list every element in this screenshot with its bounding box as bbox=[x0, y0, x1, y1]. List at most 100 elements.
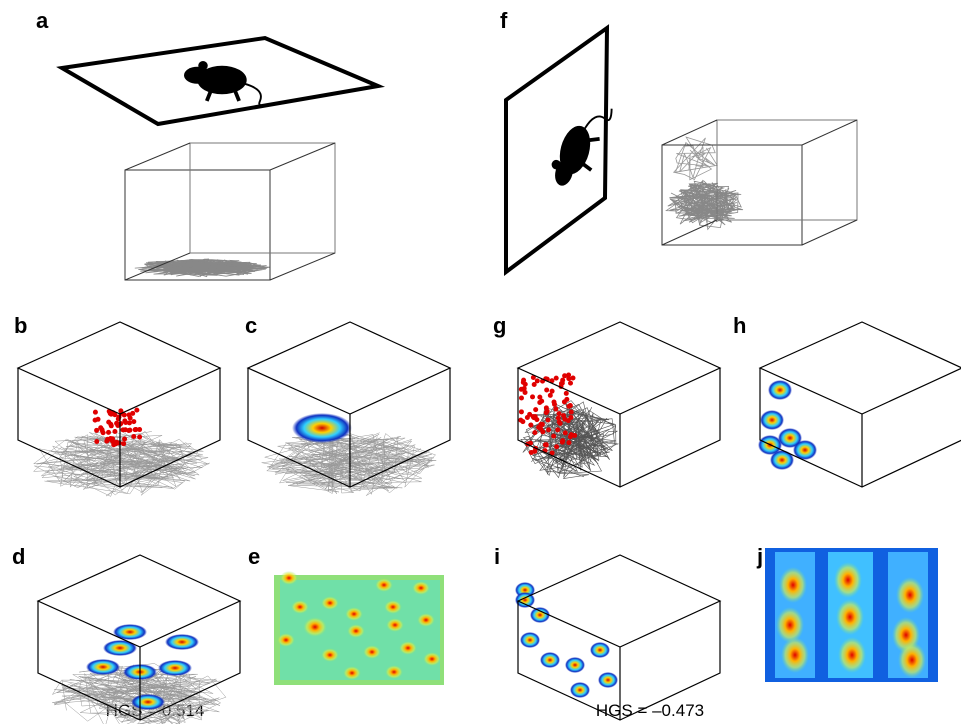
peak bbox=[280, 571, 298, 585]
rate-blob bbox=[793, 440, 817, 460]
cube-edge bbox=[189, 142, 336, 254]
spike bbox=[566, 440, 572, 446]
drawings bbox=[16, 119, 961, 724]
cube-edge bbox=[801, 219, 858, 246]
rate-blob bbox=[770, 450, 794, 470]
spike bbox=[537, 400, 543, 406]
peak bbox=[321, 596, 339, 610]
trajectory bbox=[54, 674, 220, 724]
rate-blob bbox=[520, 632, 540, 648]
rate-blob bbox=[570, 682, 590, 698]
rate-blob bbox=[565, 657, 585, 673]
spike bbox=[563, 390, 569, 396]
panel-label: i bbox=[494, 544, 500, 569]
rate-blob bbox=[530, 607, 550, 623]
spike bbox=[566, 372, 572, 378]
cube-edge bbox=[661, 219, 718, 246]
cube-edge bbox=[246, 321, 452, 415]
peak bbox=[898, 642, 926, 678]
cube-edge bbox=[516, 554, 722, 648]
rate-blob bbox=[131, 694, 165, 710]
peak bbox=[277, 633, 295, 647]
spike bbox=[534, 378, 540, 384]
peak bbox=[384, 600, 402, 614]
spike bbox=[530, 394, 536, 400]
panel-label: h bbox=[733, 313, 746, 338]
peak bbox=[321, 648, 339, 662]
spike bbox=[100, 430, 106, 436]
spike bbox=[555, 427, 561, 433]
cube-edge bbox=[16, 321, 222, 415]
spike bbox=[532, 430, 538, 436]
spike bbox=[549, 388, 555, 394]
peak bbox=[375, 578, 393, 592]
spike bbox=[554, 444, 560, 450]
spike bbox=[520, 379, 526, 385]
spike bbox=[553, 375, 559, 381]
spike bbox=[94, 439, 100, 445]
spike bbox=[572, 432, 578, 438]
trajectory bbox=[673, 181, 744, 223]
panel-label: a bbox=[36, 8, 49, 33]
score: HGS = –0.473 bbox=[596, 701, 704, 720]
rate-blob bbox=[778, 428, 802, 448]
peak bbox=[417, 613, 435, 627]
spike bbox=[126, 428, 132, 434]
spike bbox=[568, 409, 574, 415]
peak bbox=[343, 666, 361, 680]
cube-edge bbox=[661, 144, 803, 246]
peak bbox=[781, 637, 809, 673]
spike bbox=[131, 433, 137, 439]
cube-edge bbox=[124, 169, 271, 281]
spike bbox=[92, 409, 98, 415]
trajectory bbox=[38, 435, 196, 496]
spike bbox=[549, 450, 555, 456]
cube-edge bbox=[661, 119, 718, 146]
peak bbox=[386, 618, 404, 632]
spike bbox=[137, 434, 143, 440]
spike bbox=[568, 380, 574, 386]
spike bbox=[544, 387, 550, 393]
rate-blob bbox=[86, 659, 120, 675]
spike bbox=[121, 441, 127, 447]
cube-edge bbox=[269, 142, 336, 171]
cube-edge bbox=[758, 321, 961, 415]
rate-blob bbox=[113, 624, 147, 640]
spike bbox=[133, 426, 139, 432]
spike bbox=[118, 421, 124, 427]
spike bbox=[108, 437, 114, 443]
panel-label: e bbox=[248, 544, 260, 569]
heatmap-peaks bbox=[277, 571, 441, 680]
spike bbox=[552, 401, 558, 407]
spike bbox=[137, 427, 143, 433]
trajectory bbox=[528, 403, 616, 474]
panel-label: g bbox=[493, 313, 506, 338]
spike bbox=[522, 389, 528, 395]
peak bbox=[412, 581, 430, 595]
spike bbox=[533, 407, 539, 413]
spike bbox=[553, 406, 559, 412]
spike bbox=[94, 427, 100, 433]
cube-edge bbox=[516, 321, 722, 415]
peak bbox=[836, 599, 864, 635]
rate-blob bbox=[598, 672, 618, 688]
spike bbox=[106, 429, 112, 435]
peak bbox=[363, 645, 381, 659]
spike bbox=[98, 425, 104, 431]
heatmap-peaks bbox=[776, 562, 926, 678]
spike bbox=[545, 417, 551, 423]
spike bbox=[543, 442, 549, 448]
spike bbox=[567, 402, 573, 408]
spike bbox=[105, 436, 111, 442]
panel-label: b bbox=[14, 313, 27, 338]
spike bbox=[126, 420, 132, 426]
rate-blob bbox=[760, 410, 784, 430]
spike bbox=[544, 408, 550, 414]
peak bbox=[345, 607, 363, 621]
spike bbox=[518, 386, 524, 392]
trajectory bbox=[674, 136, 718, 173]
rate-blob bbox=[103, 640, 137, 656]
spike bbox=[134, 407, 140, 413]
spike bbox=[562, 430, 568, 436]
